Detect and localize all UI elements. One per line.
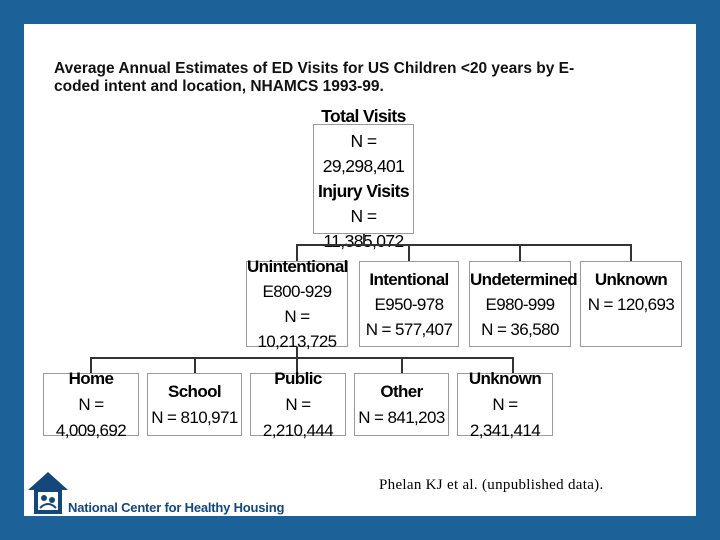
intent-label: Unknown [594,270,668,289]
connector-location-5 [512,357,514,374]
connector-root-stem [363,234,365,245]
location-label: Home [68,368,114,388]
connector-unintentional-stem [296,347,298,358]
connector-intent-4 [630,244,632,262]
location-box-public: Public N = 2,210,444 [250,369,346,440]
location-label: Public [274,368,322,388]
location-label: Unknown [468,368,542,388]
location-box-school: School N = 810,971 [147,373,242,436]
intent-n: N = 10,213,725 [257,307,337,351]
intent-code: E800-929 [262,282,333,301]
intent-n: N = 577,407 [365,319,453,339]
location-n: N = 841,203 [358,407,445,427]
connector-intent-3 [519,244,521,262]
connector-intent-bus [296,244,632,246]
intent-label: Undetermined [470,269,578,289]
intent-label: Intentional [369,269,449,289]
intent-label: Unintentional [247,257,348,276]
root-label-total: Total Visits [321,106,406,126]
root-box: Total Visits N = 29,298,401 Injury Visit… [313,106,414,251]
connector-intent-2 [408,244,410,262]
intent-code: E950-978 [374,294,445,314]
intent-box-intentional: Intentional E950-978 N = 577,407 [359,261,459,347]
connector-location-4 [401,357,403,374]
root-n-injury: N = 11,385,072 [323,206,404,251]
location-n: N = 4,009,692 [55,394,127,440]
location-n: N = 2,210,444 [262,394,334,440]
location-label: School [167,381,222,401]
intent-code: E980-999 [485,294,556,314]
intent-box-undetermined: Undetermined E980-999 N = 36,580 [469,261,578,347]
location-box-home: Home N = 4,009,692 [43,369,139,440]
connector-location-3 [296,357,298,374]
location-box-unknown: Unknown N = 2,341,414 [457,369,553,440]
root-label-injury: Injury Visits [317,181,410,201]
intent-n: N = 36,580 [481,319,559,339]
root-n-total: N = 29,298,401 [322,131,405,176]
connector-location-1 [90,357,92,374]
location-label: Other [380,381,423,401]
citation: Phelan KJ et al. (unpublished data). [379,477,604,493]
org-name: National Center for Healthy Housing [68,500,285,515]
house-logo-icon [28,472,68,514]
connector-location-bus [90,357,514,359]
intent-n: N = 120,693 [587,295,675,314]
location-n: N = 2,341,414 [469,394,541,440]
connector-location-2 [194,357,196,374]
intent-box-unintentional: Unintentional E800-929 N = 10,213,725 [246,257,348,351]
location-box-other: Other N = 841,203 [354,373,449,436]
connector-intent-1 [296,244,298,262]
diagram-title: Average Annual Estimates of ED Visits fo… [54,60,634,96]
title-line-2: coded intent and location, NHAMCS 1993-9… [54,78,384,95]
intent-box-unknown: Unknown N = 120,693 [580,261,682,347]
title-line-1: Average Annual Estimates of ED Visits fo… [54,60,575,77]
location-n: N = 810,971 [151,407,238,427]
